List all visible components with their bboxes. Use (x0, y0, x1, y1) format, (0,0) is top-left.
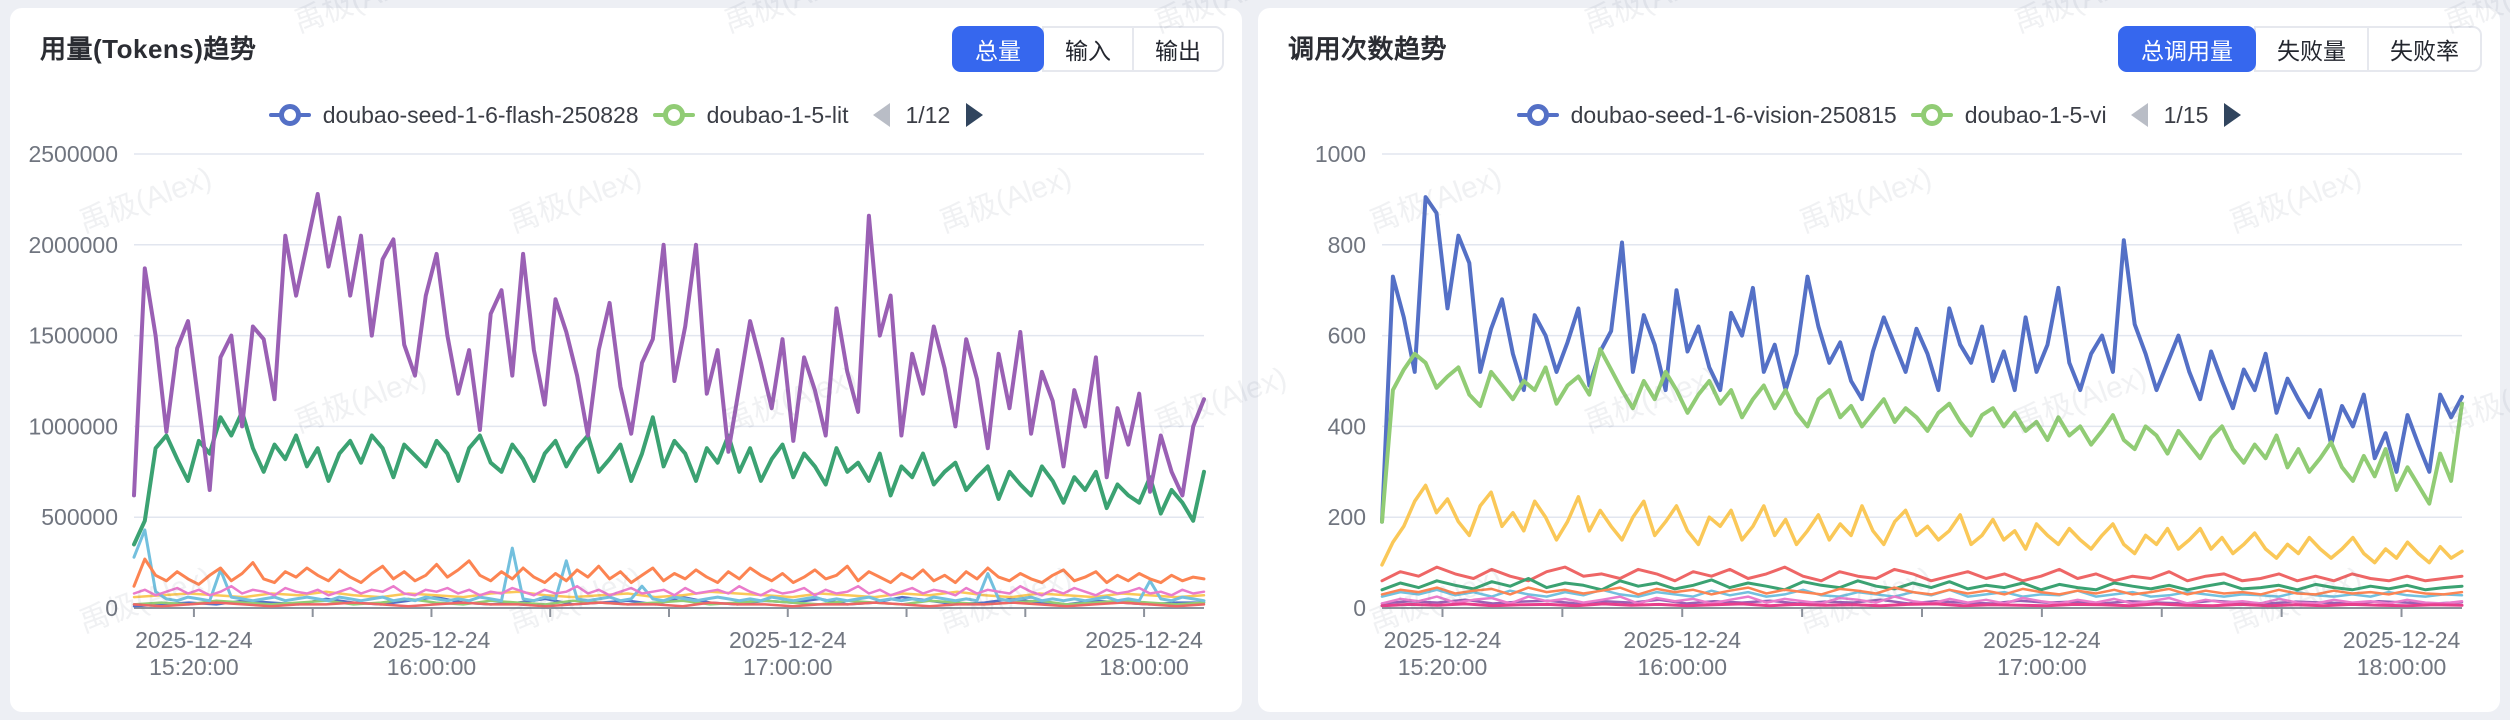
legend-line-marker-icon (1516, 113, 1559, 117)
svg-text:2025-12-24: 2025-12-24 (1623, 627, 1741, 653)
svg-text:15:20:00: 15:20:00 (149, 654, 239, 680)
svg-text:16:00:00: 16:00:00 (387, 654, 477, 680)
svg-text:2025-12-24: 2025-12-24 (1085, 627, 1203, 653)
page-title: 调用次数趋势 (1288, 34, 1448, 64)
svg-text:2000000: 2000000 (28, 232, 118, 258)
legend-item-label: doubao-seed-1-6-vision-250815 (1570, 101, 1897, 128)
svg-text:0: 0 (105, 595, 118, 621)
tokens-metric-tab-group: 总量 输入 输出 (952, 26, 1224, 72)
svg-text:15:20:00: 15:20:00 (1398, 654, 1488, 680)
legend-prev-icon[interactable] (872, 103, 890, 127)
svg-text:2025-12-24: 2025-12-24 (1384, 627, 1502, 653)
legend-line-marker-icon (268, 113, 311, 117)
tab-output-tokens[interactable]: 输出 (1132, 26, 1224, 72)
svg-text:800: 800 (1328, 232, 1366, 258)
tab-total-tokens[interactable]: 总量 (952, 26, 1044, 72)
svg-text:600: 600 (1328, 323, 1366, 349)
tokens-trend-panel: 用量(Tokens)趋势 总量 输入 输出 doubao-seed-1-6-fl… (10, 8, 1242, 712)
svg-text:2500000: 2500000 (28, 141, 118, 167)
legend-item[interactable]: doubao-seed-1-6-vision-250815 (1516, 101, 1897, 129)
calls-metric-tab-group: 总调用量 失败量 失败率 (2118, 26, 2482, 72)
legend-line-marker-icon (652, 113, 695, 117)
page-title: 用量(Tokens)趋势 (40, 34, 257, 64)
svg-text:17:00:00: 17:00:00 (743, 654, 833, 680)
calls-trend-chart: 020040060080010002025-12-2415:20:002025-… (1315, 141, 2464, 680)
calls-trend-panel: 调用次数趋势 总调用量 失败量 失败率 doubao-seed-1-6-visi… (1258, 8, 2500, 712)
svg-text:2025-12-24: 2025-12-24 (135, 627, 253, 653)
legend-pagination: 1/12 (872, 101, 984, 129)
legend: doubao-seed-1-6-flash-250828 doubao-1-5-… (10, 98, 1242, 132)
svg-text:0: 0 (1353, 595, 1366, 621)
svg-text:2025-12-24: 2025-12-24 (1983, 627, 2101, 653)
panel-header: 用量(Tokens)趋势 总量 输入 输出 (10, 8, 1242, 72)
svg-text:400: 400 (1328, 413, 1366, 439)
tokens-trend-chart: 0 500000 1000000 1500000 2000000 2500000 2025-… (28, 141, 1206, 680)
legend-pagination: 1/15 (2130, 101, 2242, 129)
svg-text:1000: 1000 (1315, 141, 1366, 167)
svg-text:2025-12-24: 2025-12-24 (729, 627, 847, 653)
svg-text:1000000: 1000000 (28, 413, 118, 439)
legend-item-label: doubao-seed-1-6-flash-250828 (322, 101, 639, 128)
legend-next-icon[interactable] (2224, 103, 2242, 127)
legend-item[interactable]: doubao-seed-1-6-flash-250828 (268, 101, 639, 129)
legend-item[interactable]: doubao-1-5-lit (652, 101, 849, 129)
legend-prev-icon[interactable] (2130, 103, 2148, 127)
legend-page-indicator: 1/12 (905, 101, 951, 128)
watermark-text: 禹极(Alex) (0, 353, 2, 442)
svg-text:2025-12-24: 2025-12-24 (2343, 627, 2461, 653)
svg-text:200: 200 (1328, 504, 1366, 530)
tab-failed-calls[interactable]: 失败量 (2254, 26, 2369, 72)
legend-item-label: doubao-1-5-lit (706, 101, 849, 128)
watermark-text: 禹极(Alex) (0, 0, 2, 41)
tab-total-calls[interactable]: 总调用量 (2118, 26, 2256, 72)
tab-input-tokens[interactable]: 输入 (1042, 26, 1134, 72)
svg-text:16:00:00: 16:00:00 (1637, 654, 1727, 680)
tab-failure-rate[interactable]: 失败率 (2367, 26, 2482, 72)
legend-item[interactable]: doubao-1-5-vi (1910, 101, 2107, 129)
legend-next-icon[interactable] (966, 103, 984, 127)
svg-text:17:00:00: 17:00:00 (1997, 654, 2087, 680)
svg-text:1500000: 1500000 (28, 323, 118, 349)
legend-page-indicator: 1/15 (2163, 101, 2209, 128)
svg-text:18:00:00: 18:00:00 (2357, 654, 2447, 680)
panel-header: 调用次数趋势 总调用量 失败量 失败率 (1258, 8, 2500, 72)
svg-text:2025-12-24: 2025-12-24 (373, 627, 491, 653)
svg-text:500000: 500000 (41, 504, 118, 530)
legend-item-label: doubao-1-5-vi (1964, 101, 2107, 128)
legend: doubao-seed-1-6-vision-250815 doubao-1-5… (1258, 98, 2500, 132)
legend-line-marker-icon (1910, 113, 1953, 117)
svg-text:18:00:00: 18:00:00 (1099, 654, 1189, 680)
